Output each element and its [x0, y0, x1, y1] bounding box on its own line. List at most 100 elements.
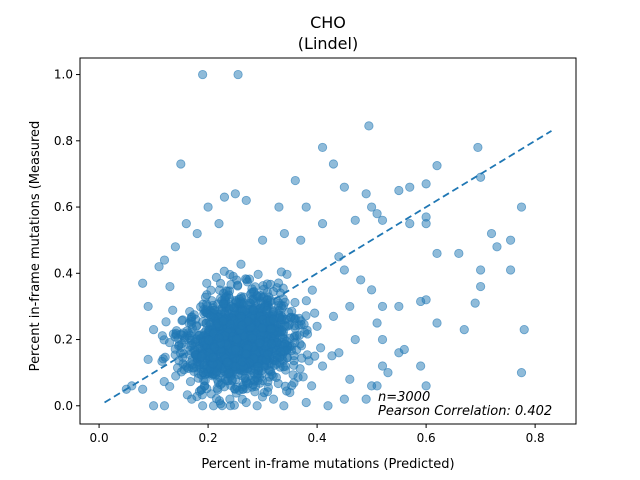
data-point — [454, 248, 464, 259]
data-point — [317, 361, 328, 371]
data-point — [249, 368, 259, 378]
data-point — [225, 394, 235, 404]
data-point — [405, 182, 415, 192]
data-point — [361, 189, 371, 199]
data-point — [262, 349, 273, 360]
data-point — [399, 344, 409, 355]
data-point — [492, 242, 502, 252]
data-point — [266, 339, 277, 349]
data-point — [394, 185, 404, 196]
data-point — [266, 324, 276, 334]
data-point — [257, 392, 268, 402]
y-tick-label: 0.0 — [54, 399, 73, 413]
data-point — [203, 202, 213, 212]
data-point — [372, 318, 382, 328]
data-point — [164, 337, 175, 348]
data-point — [361, 394, 371, 404]
data-point — [148, 401, 159, 411]
data-point — [296, 319, 306, 330]
data-point — [192, 228, 202, 239]
data-point — [302, 329, 313, 339]
data-point — [159, 255, 170, 265]
data-point — [377, 334, 388, 345]
data-point — [334, 348, 344, 358]
data-point — [364, 121, 374, 131]
data-point — [290, 314, 300, 324]
data-point — [237, 357, 247, 367]
data-point — [377, 361, 388, 371]
data-point — [221, 286, 231, 296]
data-point — [470, 298, 480, 308]
data-point — [200, 375, 210, 386]
data-point — [178, 328, 188, 338]
data-point — [262, 305, 272, 316]
data-point — [516, 368, 527, 378]
y-tick-label: 0.2 — [54, 333, 73, 347]
data-point — [290, 175, 300, 186]
x-tick-label: 0.2 — [199, 431, 218, 445]
data-point — [252, 401, 262, 411]
data-point — [432, 318, 442, 328]
data-point — [138, 278, 148, 288]
data-point — [247, 295, 257, 305]
data-point — [186, 319, 197, 329]
data-point — [377, 301, 388, 312]
data-point — [233, 280, 243, 290]
data-point — [257, 235, 268, 245]
data-point — [170, 242, 180, 252]
data-point — [328, 159, 339, 169]
data-point — [165, 281, 175, 292]
data-point — [138, 384, 148, 394]
data-point — [516, 202, 527, 212]
data-point — [262, 279, 272, 289]
data-point — [416, 361, 426, 371]
data-point — [289, 356, 299, 366]
data-point — [519, 325, 529, 335]
data-point — [394, 301, 404, 312]
data-point — [301, 397, 311, 408]
data-point — [232, 334, 242, 344]
data-point — [367, 381, 377, 391]
data-point — [339, 265, 349, 275]
data-point — [289, 378, 299, 388]
data-point — [255, 338, 265, 348]
data-point — [189, 363, 199, 373]
data-point — [249, 305, 259, 316]
annotation-pearson: Pearson Correlation: 0.402 — [378, 404, 552, 419]
data-point — [185, 376, 196, 387]
data-point — [176, 159, 186, 169]
data-point — [505, 235, 516, 245]
data-point — [236, 311, 246, 322]
data-point — [208, 352, 218, 362]
data-point — [367, 202, 377, 212]
data-point — [323, 401, 333, 411]
data-point — [268, 371, 278, 381]
data-point — [230, 344, 241, 355]
data-point — [276, 347, 286, 357]
data-point — [250, 381, 261, 391]
data-point — [278, 294, 288, 304]
data-point — [218, 316, 228, 326]
data-point — [178, 315, 188, 325]
data-point — [476, 281, 486, 292]
data-point — [279, 401, 289, 411]
data-point — [201, 299, 212, 309]
data-point — [168, 305, 178, 315]
data-point — [233, 69, 243, 80]
data-point — [268, 314, 278, 325]
data-point — [247, 284, 257, 294]
x-tick-label: 0.4 — [308, 431, 327, 445]
data-point — [367, 285, 377, 295]
data-point — [302, 350, 312, 360]
y-tick-label: 0.8 — [54, 134, 73, 148]
data-point — [334, 252, 344, 262]
data-point — [143, 354, 153, 365]
data-point — [198, 401, 208, 411]
data-point — [154, 262, 164, 272]
data-point — [505, 265, 516, 275]
data-point — [160, 352, 170, 362]
data-point — [421, 381, 431, 391]
data-point — [268, 394, 279, 404]
data-point — [377, 215, 388, 225]
